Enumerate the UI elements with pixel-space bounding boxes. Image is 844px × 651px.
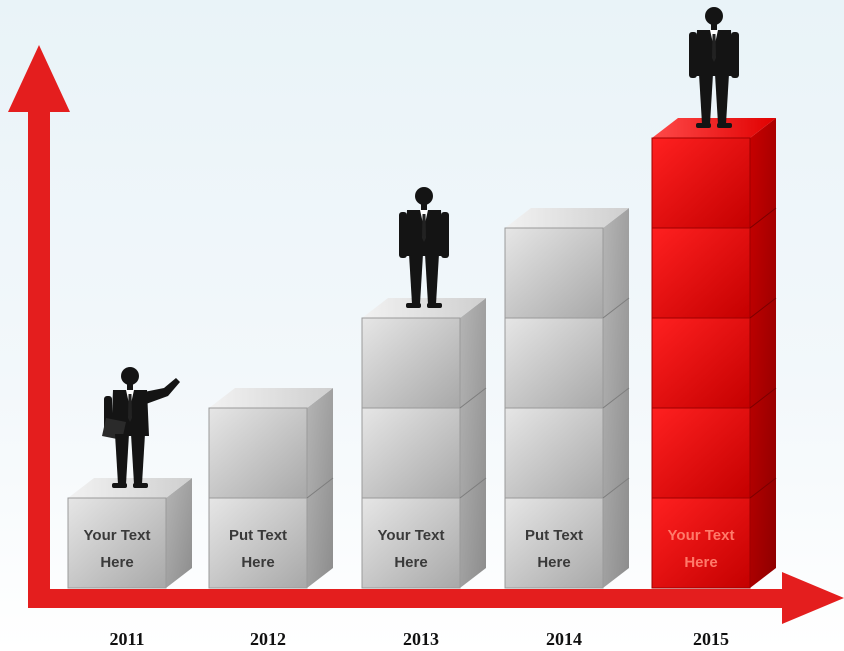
y-axis-line (28, 100, 50, 608)
cube-front (208, 407, 308, 499)
box-label-line1: Your Text (378, 527, 445, 544)
cube-seam (749, 477, 777, 499)
cube-front (651, 227, 751, 319)
box-label-line1: Put Text (525, 527, 583, 544)
cube-front (504, 407, 604, 499)
x-tick-label: 2014 (546, 629, 582, 649)
cube-seam (602, 477, 630, 499)
box-label-line1: Put Text (229, 527, 287, 544)
y-axis-arrowhead (8, 45, 70, 112)
cube-front (651, 137, 751, 229)
bar-2014 (504, 208, 630, 589)
bar-top-face (652, 118, 776, 138)
cube-front (361, 317, 461, 409)
cube-front (361, 407, 461, 499)
box-label-line2: Here (100, 554, 133, 571)
cube-front (504, 227, 604, 319)
people (102, 7, 739, 488)
x-axis-arrowhead (782, 572, 844, 624)
box-label-line2: Here (537, 554, 570, 571)
bar-2011 (67, 478, 192, 589)
axes (8, 45, 844, 624)
bar-2012 (208, 388, 334, 589)
cube-front (651, 497, 751, 589)
cube-front (361, 497, 461, 589)
box-label-line2: Here (684, 554, 717, 571)
box-label-line1: Your Text (668, 527, 735, 544)
cube-front (651, 407, 751, 499)
x-tick-label: 2015 (693, 629, 729, 649)
box-label-line1: Your Text (84, 527, 151, 544)
cube-seam (459, 387, 487, 409)
cube-seam (749, 207, 777, 229)
bar-top-face (68, 478, 192, 498)
x-tick-label: 2012 (250, 629, 286, 649)
businessman-icon (102, 367, 180, 488)
bar-2015 (651, 118, 777, 589)
cube-seam (749, 297, 777, 319)
bar-side-face (750, 118, 776, 588)
bar-side-face (166, 478, 192, 588)
cube-seam (602, 297, 630, 319)
labels: Your Text Here 2011 Put Text Here 2012 Your Te… (84, 527, 735, 649)
bar-2013 (361, 298, 487, 589)
cube-seam (459, 477, 487, 499)
businessman-icon (689, 7, 739, 128)
cube-seam (306, 477, 334, 499)
x-tick-label: 2011 (109, 629, 144, 649)
cube-front (67, 497, 167, 589)
bar-top-face (505, 208, 629, 228)
cube-front (504, 497, 604, 589)
bar-side-face (460, 298, 486, 588)
bar-top-face (362, 298, 486, 318)
x-axis-line (28, 589, 790, 608)
cube-front (651, 317, 751, 409)
cube-front (208, 497, 308, 589)
cube-front (504, 317, 604, 409)
bar-top-face (209, 388, 333, 408)
box-label-line2: Here (241, 554, 274, 571)
cube-seam (602, 387, 630, 409)
box-label-line2: Here (394, 554, 427, 571)
bars (67, 118, 777, 589)
x-tick-label: 2013 (403, 629, 439, 649)
cube-seam (749, 387, 777, 409)
businessman-icon (399, 187, 449, 308)
